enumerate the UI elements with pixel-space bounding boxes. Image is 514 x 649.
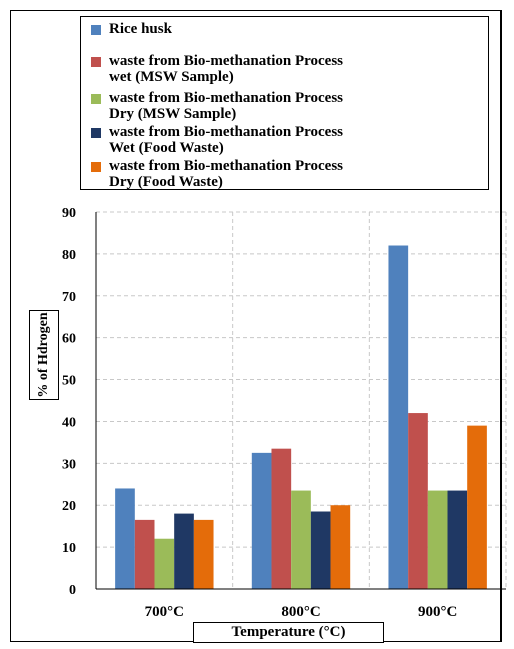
bar-4-1 xyxy=(174,513,194,589)
y-tick-label: 50 xyxy=(62,374,76,389)
bar-5-1 xyxy=(193,519,214,589)
bar-1-3 xyxy=(388,245,409,589)
bar-1-1 xyxy=(115,488,135,589)
bar-4-2 xyxy=(310,511,331,589)
x-tick-label: 700°C xyxy=(145,604,184,620)
legend-label: waste from Bio-methanation Process wet (… xyxy=(109,53,343,85)
x-tick-label: 800°C xyxy=(281,604,320,620)
bar-1-2 xyxy=(251,452,272,589)
bar-3-2 xyxy=(291,490,311,589)
y-tick-label: 0 xyxy=(69,583,76,598)
bar-3-1 xyxy=(154,538,175,589)
y-tick-label: 10 xyxy=(62,541,76,556)
y-tick-label: 80 xyxy=(62,248,76,263)
legend-swatch xyxy=(91,57,101,67)
chart-legend: Rice husk waste from Bio-methanation Proc… xyxy=(80,16,489,190)
y-tick-label: 40 xyxy=(62,415,76,430)
bar-4-3 xyxy=(447,490,468,589)
x-axis-label: Temperature (°C) xyxy=(193,622,384,643)
bar-2-3 xyxy=(408,413,428,589)
y-tick-label: 60 xyxy=(62,332,76,347)
bar-3-3 xyxy=(427,490,448,589)
legend-label: waste from Bio-methanation Process Dry (… xyxy=(109,90,343,122)
y-axis-label: % of Hdrogen xyxy=(29,310,59,400)
legend-swatch xyxy=(91,94,101,104)
legend-label: waste from Bio-methanation Process Dry (… xyxy=(109,158,343,190)
bar-2-1 xyxy=(134,519,155,589)
y-tick-label: 30 xyxy=(62,457,76,472)
bar-5-3 xyxy=(467,425,487,589)
legend-swatch xyxy=(91,25,101,35)
y-tick-label: 90 xyxy=(62,206,76,221)
y-tick-label: 70 xyxy=(62,290,76,305)
legend-label: Rice husk xyxy=(109,21,172,37)
x-tick-label: 900°C xyxy=(418,604,457,620)
y-tick-label: 20 xyxy=(62,499,76,514)
bar-2-2 xyxy=(271,448,292,589)
y-axis-label-text: % of Hdrogen xyxy=(36,312,51,398)
legend-swatch xyxy=(91,128,101,138)
legend-swatch xyxy=(91,162,101,172)
bar-5-2 xyxy=(330,505,351,589)
legend-label: waste from Bio-methanation Process Wet (… xyxy=(109,124,343,156)
